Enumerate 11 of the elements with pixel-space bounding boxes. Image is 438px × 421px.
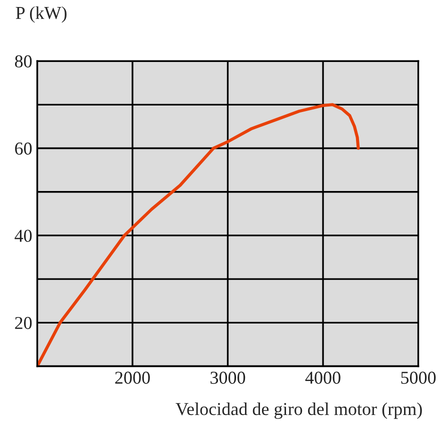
y-tick-label: 60 xyxy=(15,142,32,155)
x-tick-label: 5000 xyxy=(401,372,436,384)
x-axis-title: Velocidad de giro del motor (rpm) xyxy=(176,402,422,419)
y-tick-label: 20 xyxy=(15,316,32,330)
y-tick-label: 40 xyxy=(14,230,32,242)
line-series xyxy=(37,103,360,366)
x-tick-label: 4000 xyxy=(305,372,340,384)
x-tick-label: 2000 xyxy=(115,372,150,384)
x-tick-label: 3000 xyxy=(210,372,246,384)
y-axis-title: P (kW) xyxy=(16,6,67,23)
y-tick-label: 80 xyxy=(15,55,32,68)
